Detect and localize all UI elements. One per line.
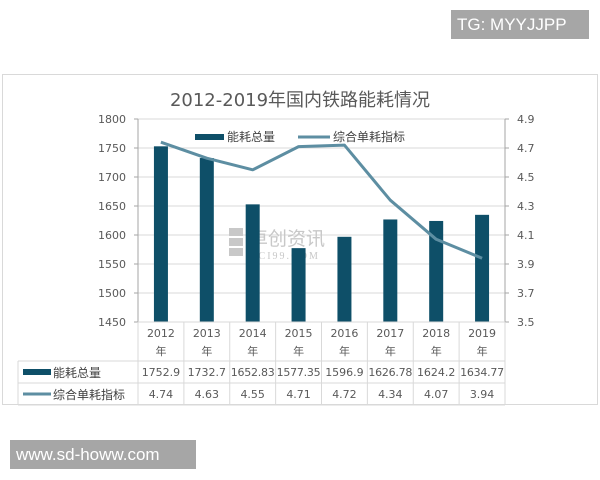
- table-cell: 4.74: [149, 388, 174, 401]
- left-axis-tick-label: 1750: [98, 142, 126, 155]
- left-axis-tick-label: 1450: [98, 316, 126, 329]
- legend-line-label: 综合单耗指标: [333, 129, 405, 144]
- category-label-suffix: 年: [201, 344, 212, 358]
- category-label: 2014: [239, 327, 267, 340]
- bar: [383, 219, 398, 322]
- left-axis-tick-label: 1500: [98, 287, 126, 300]
- table-cell: 1752.9: [142, 366, 181, 379]
- category-label-suffix: 年: [477, 344, 488, 358]
- table-row-label: 能耗总量: [53, 366, 101, 380]
- category-label-suffix: 年: [385, 344, 396, 358]
- bar: [337, 236, 352, 322]
- left-axis-tick-label: 1550: [98, 258, 126, 271]
- bar-series: [153, 146, 490, 322]
- table-cell: 1624.2: [417, 366, 456, 379]
- right-axis-tick-label: 4.9: [517, 113, 535, 126]
- table-cell: 1634.77: [460, 366, 504, 379]
- watermark-en: SCI99.COM: [251, 251, 320, 262]
- left-axis-tick-label: 1700: [98, 171, 126, 184]
- category-label-suffix: 年: [339, 344, 350, 358]
- gridlines: [138, 118, 505, 294]
- right-axis-tick-label: 3.9: [517, 258, 535, 271]
- category-label: 2019: [468, 327, 496, 340]
- right-axis-tick-label: 3.7: [517, 287, 535, 300]
- bar: [245, 204, 260, 322]
- table-cell: 1652.83: [231, 366, 275, 379]
- table-cell: 1577.35: [277, 366, 321, 379]
- right-axis-tick-label: 4.1: [517, 229, 535, 242]
- legend: 能耗总量 综合单耗指标: [195, 129, 405, 144]
- axes: 1800 1750 1700 1650 1600 1550 1500 1450 4.9 4.7 4.…: [98, 113, 535, 329]
- table-cell: 1626.78: [368, 366, 412, 379]
- category-label: 2018: [422, 327, 450, 340]
- category-label: 2015: [285, 327, 313, 340]
- data-table: 2012 年 2013 年 2014 年 2015 年 2016 年 2017 年 2018 年 2019 年…: [17, 321, 506, 406]
- table-cell: 4.34: [378, 388, 403, 401]
- table-row-label: 综合单耗指标: [53, 387, 125, 402]
- category-label-suffix: 年: [247, 344, 258, 358]
- bar: [153, 146, 168, 322]
- right-axis-tick-label: 4.5: [517, 171, 535, 184]
- table-key-bar-icon: [23, 369, 51, 375]
- table-cell: 4.71: [286, 388, 311, 401]
- category-label-suffix: 年: [431, 344, 442, 358]
- left-axis-tick-label: 1600: [98, 229, 126, 242]
- table-cell: 3.94: [470, 388, 495, 401]
- category-label-suffix: 年: [155, 344, 166, 358]
- table-cell: 4.63: [195, 388, 220, 401]
- category-label-suffix: 年: [293, 344, 304, 358]
- watermark-badge-tg: TG: MYYJJPP: [451, 10, 589, 39]
- legend-bar-swatch-icon: [195, 134, 224, 140]
- watermark-badge-site: www.sd-howw.com: [10, 440, 196, 469]
- right-axis-tick-label: 4.3: [517, 200, 535, 213]
- left-axis-tick-label: 1650: [98, 200, 126, 213]
- table-cell: 4.55: [240, 388, 265, 401]
- category-label: 2012: [147, 327, 175, 340]
- chart-title: 2012-2019年国内铁路能耗情况: [170, 90, 430, 111]
- category-label: 2013: [193, 327, 221, 340]
- left-axis-tick-label: 1800: [98, 113, 126, 126]
- chart-frame: [2, 74, 598, 405]
- bar: [291, 248, 306, 322]
- category-label: 2016: [330, 327, 358, 340]
- watermark-logo: 卓创资讯 SCI99.COM: [229, 228, 325, 262]
- table-cell: 4.07: [424, 388, 449, 401]
- right-axis-tick-label: 4.7: [517, 142, 535, 155]
- table-cell: 1596.9: [325, 366, 364, 379]
- table-cell: 1732.7: [188, 366, 227, 379]
- bar: [199, 158, 214, 322]
- watermark-cn: 卓创资讯: [249, 228, 325, 250]
- bar: [429, 220, 444, 322]
- table-cell: 4.72: [332, 388, 357, 401]
- category-label: 2017: [376, 327, 404, 340]
- bar: [475, 214, 490, 322]
- line-series: [160, 140, 483, 260]
- legend-bar-label: 能耗总量: [227, 130, 275, 144]
- right-axis-tick-label: 3.5: [517, 316, 535, 329]
